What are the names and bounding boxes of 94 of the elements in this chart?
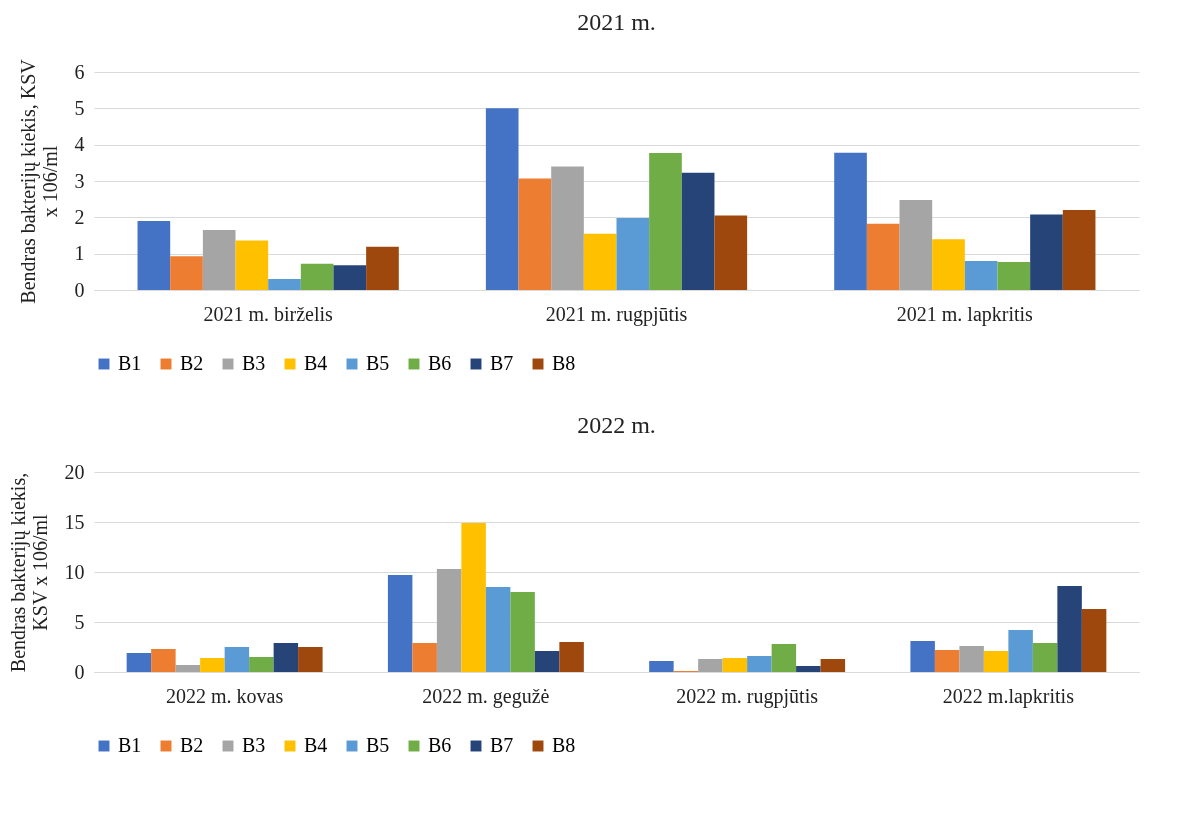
y-tick-label: 5: [74, 610, 85, 633]
bar: [333, 265, 367, 290]
bar: [698, 659, 723, 672]
bar: [820, 659, 846, 672]
bar: [934, 650, 960, 672]
bar: [273, 643, 299, 672]
bar: [932, 239, 965, 290]
bar: [959, 646, 984, 672]
bar: [1032, 643, 1058, 672]
bar: [1062, 210, 1096, 290]
bar: [170, 256, 203, 290]
legend-label: B3: [242, 734, 266, 756]
y-tick-label: 2: [74, 205, 85, 228]
bar: [559, 642, 584, 672]
legend-label: B1: [118, 734, 142, 756]
bar: [200, 658, 225, 672]
bar: [866, 223, 900, 290]
legend-label: B8: [552, 352, 576, 374]
y-tick-label: 0: [74, 278, 85, 301]
x-tick-label: 2022 m. gegužė: [422, 684, 550, 708]
bar: [714, 215, 748, 290]
bar: [202, 230, 236, 290]
y-tick-label: 5: [74, 96, 85, 119]
bar: [983, 651, 1009, 672]
bar: [964, 260, 998, 290]
y-tick-label: 0: [74, 660, 85, 683]
chart-title: 2021 m.: [577, 8, 656, 35]
x-tick-label: 2022 m. rugpjūtis: [676, 684, 819, 708]
legend-label: B4: [304, 734, 328, 756]
legend-label: B1: [118, 352, 142, 374]
legend-label: B3: [242, 352, 266, 374]
bar: [649, 661, 674, 672]
bar: [151, 649, 176, 672]
legend-label: B5: [366, 734, 390, 756]
bar: [649, 153, 682, 290]
bar: [771, 644, 797, 672]
bar: [249, 657, 274, 672]
bar: [1057, 586, 1082, 672]
bar: [175, 665, 201, 672]
legend-label: B2: [180, 734, 204, 756]
bar: [722, 658, 748, 672]
legend-label: B4: [304, 352, 328, 374]
y-tick-label: 20: [64, 460, 85, 483]
bar: [126, 653, 152, 672]
x-tick-label: 2021 m. lapkritis: [896, 302, 1034, 326]
legend-label: B6: [428, 734, 452, 756]
bar: [485, 108, 519, 290]
legend-label: B7: [490, 352, 514, 374]
chart-title: 2022 m.: [577, 412, 656, 438]
bar: [910, 641, 935, 672]
bar: [796, 666, 821, 672]
bar: [616, 218, 650, 290]
legend-label: B6: [428, 352, 452, 374]
y-tick-label: 6: [74, 60, 85, 83]
bar: [436, 569, 462, 672]
bar: [681, 172, 715, 290]
y-axis-title: Bendras bakterijų kiekis, KSV x 106/ml: [16, 58, 61, 304]
bar: [224, 647, 250, 672]
bar: [268, 279, 301, 290]
y-tick-label: 10: [64, 560, 85, 583]
y-tick-label: 15: [64, 510, 85, 533]
bar: [461, 523, 486, 672]
bar: [412, 643, 437, 672]
y-tick-label: 1: [74, 242, 85, 265]
bar: [1081, 609, 1107, 672]
bar: [137, 220, 171, 290]
bar: [1008, 630, 1033, 672]
bar: [834, 152, 867, 290]
legend-label: B5: [366, 352, 390, 374]
bar: [510, 592, 535, 672]
y-tick-label: 3: [74, 169, 85, 192]
y-tick-label: 4: [74, 133, 85, 156]
bar: [298, 647, 323, 672]
bar: [387, 575, 413, 672]
legend-label: B8: [552, 734, 576, 756]
x-tick-label: 2022 m.lapkritis: [942, 684, 1075, 708]
x-tick-label: 2022 m. kovas: [166, 684, 284, 707]
bar: [583, 233, 617, 290]
bar: [899, 199, 933, 290]
legend-label: B2: [180, 352, 204, 374]
bar: [300, 263, 334, 290]
bar: [235, 240, 269, 290]
bar: [747, 656, 772, 672]
bar: [1030, 214, 1063, 290]
x-tick-label: 2021 m. birželis: [203, 302, 334, 325]
y-axis-title: Bendras bakterijų kiekis, KSV x 106/ml: [6, 472, 51, 673]
bar: [518, 178, 552, 290]
bar: [366, 246, 399, 290]
bar: [997, 262, 1031, 290]
bar: [485, 587, 511, 672]
bar: [534, 651, 560, 672]
legend-label: B7: [490, 734, 514, 756]
bar: [551, 166, 584, 290]
x-tick-label: 2021 m. rugpjūtis: [545, 302, 688, 326]
